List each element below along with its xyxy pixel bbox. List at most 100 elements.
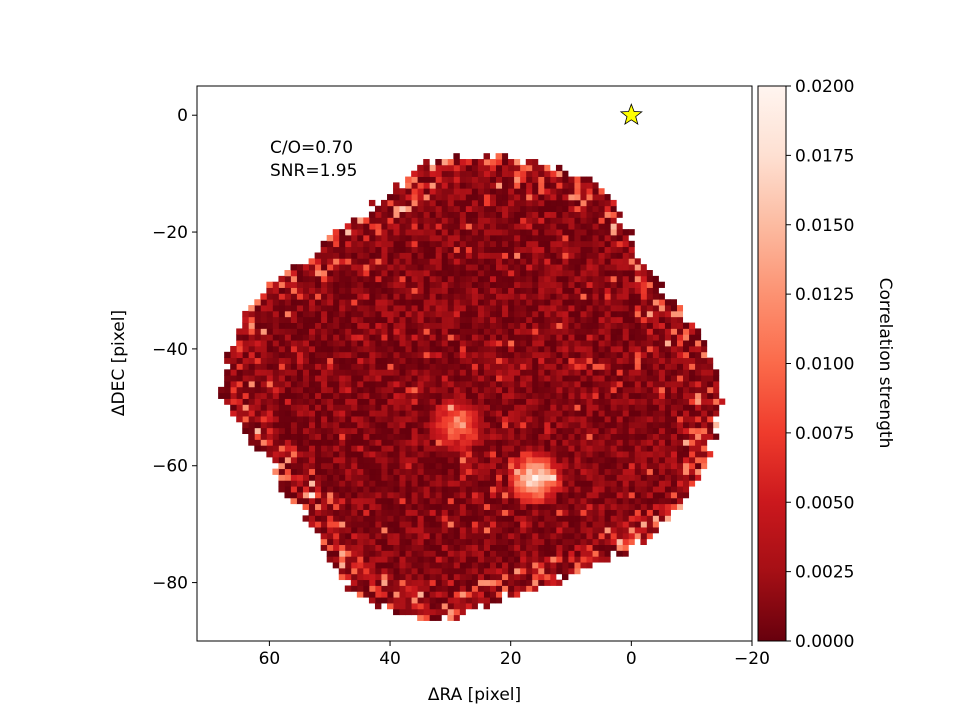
heatmap-cell: [477, 322, 484, 329]
heatmap-cell: [604, 433, 611, 440]
heatmap-cell: [453, 416, 460, 423]
heatmap-cell: [555, 527, 563, 534]
heatmap-cell: [610, 462, 617, 470]
heatmap-cell: [399, 234, 406, 242]
heatmap-cell: [320, 252, 328, 259]
heatmap-cell: [284, 281, 291, 288]
heatmap-cell: [380, 427, 388, 435]
heatmap-cell: [423, 462, 430, 470]
heatmap-cell: [435, 351, 442, 359]
heatmap-cell: [399, 468, 406, 475]
heatmap-cell: [646, 532, 653, 540]
heatmap-cell: [320, 310, 328, 318]
heatmap-cell: [664, 351, 671, 359]
heatmap-cell: [314, 486, 322, 493]
heatmap-cell: [670, 492, 677, 499]
heatmap-cell: [616, 369, 623, 376]
heatmap-cell: [272, 334, 279, 341]
heatmap-cell: [374, 603, 382, 610]
heatmap-cell: [429, 550, 436, 557]
heatmap-cell: [465, 205, 472, 213]
heatmap-cell: [465, 275, 472, 283]
heatmap-cell: [537, 351, 545, 359]
heatmap-cell: [254, 305, 261, 312]
heatmap-cell: [242, 316, 249, 324]
heatmap-cell: [435, 603, 442, 610]
heatmap-cell: [513, 573, 521, 581]
heatmap-cell: [622, 305, 629, 312]
heatmap-cell: [350, 433, 358, 440]
heatmap-cell: [441, 299, 448, 306]
heatmap-cell: [537, 305, 545, 312]
heatmap-cell: [362, 398, 370, 405]
heatmap-cell: [447, 217, 454, 224]
heatmap-cell: [622, 240, 629, 248]
heatmap-cell: [664, 404, 671, 411]
heatmap-cell: [616, 211, 623, 218]
heatmap-cell: [350, 275, 358, 283]
heatmap-cell: [537, 427, 545, 435]
heatmap-cell: [465, 544, 472, 551]
heatmap-cell: [676, 416, 684, 423]
heatmap-cell: [405, 229, 412, 236]
heatmap-cell: [555, 451, 563, 458]
heatmap-cell: [429, 527, 436, 534]
heatmap-cell: [411, 591, 418, 598]
heatmap-cell: [543, 287, 551, 294]
heatmap-cell: [688, 375, 696, 382]
heatmap-cell: [296, 445, 303, 452]
heatmap-cell: [465, 456, 472, 464]
heatmap-cell: [284, 305, 291, 312]
heatmap-cell: [441, 591, 448, 598]
heatmap-cell: [525, 392, 533, 399]
heatmap-cell: [350, 375, 358, 382]
heatmap-cell: [399, 515, 406, 522]
heatmap-cell: [616, 433, 623, 440]
heatmap-cell: [338, 486, 346, 493]
heatmap-cell: [423, 509, 430, 516]
heatmap-cell: [344, 316, 352, 324]
heatmap-cell: [417, 234, 424, 242]
heatmap-cell: [628, 503, 635, 510]
heatmap-cell: [320, 392, 328, 399]
heatmap-cell: [374, 591, 382, 598]
heatmap-cell: [423, 363, 430, 370]
heatmap-cell: [537, 509, 545, 516]
heatmap-cell: [519, 234, 527, 242]
heatmap-cell: [453, 445, 460, 452]
heatmap-cell: [477, 305, 484, 312]
heatmap-cell: [393, 322, 400, 329]
heatmap-cell: [362, 310, 370, 318]
heatmap-cell: [525, 252, 533, 259]
heatmap-cell: [574, 538, 581, 546]
heatmap-cell: [519, 305, 527, 312]
heatmap-cell: [344, 421, 352, 429]
heatmap-cell: [694, 456, 702, 464]
heatmap-cell: [489, 328, 497, 335]
heatmap-cell: [628, 386, 635, 394]
heatmap-cell: [549, 334, 557, 341]
heatmap-cell: [598, 199, 605, 207]
heatmap-cell: [483, 159, 490, 166]
heatmap-cell: [513, 515, 521, 522]
heatmap-cell: [574, 556, 581, 563]
heatmap-cell: [616, 240, 623, 248]
heatmap-cell: [622, 421, 629, 429]
heatmap-cell: [374, 556, 382, 563]
heatmap-cell: [610, 445, 617, 452]
heatmap-cell: [531, 410, 539, 417]
heatmap-cell: [374, 340, 382, 347]
heatmap-cell: [411, 287, 418, 294]
heatmap-cell: [586, 381, 593, 388]
heatmap-cell: [604, 217, 611, 224]
heatmap-cell: [501, 445, 509, 452]
heatmap-cell: [664, 345, 671, 353]
heatmap-cell: [368, 410, 376, 417]
heatmap-cell: [561, 299, 569, 306]
heatmap-cell: [652, 340, 659, 347]
heatmap-cell: [598, 445, 605, 452]
heatmap-cell: [387, 445, 394, 452]
heatmap-cell: [248, 398, 255, 405]
heatmap-cell: [598, 281, 605, 288]
heatmap-cell: [537, 451, 545, 458]
